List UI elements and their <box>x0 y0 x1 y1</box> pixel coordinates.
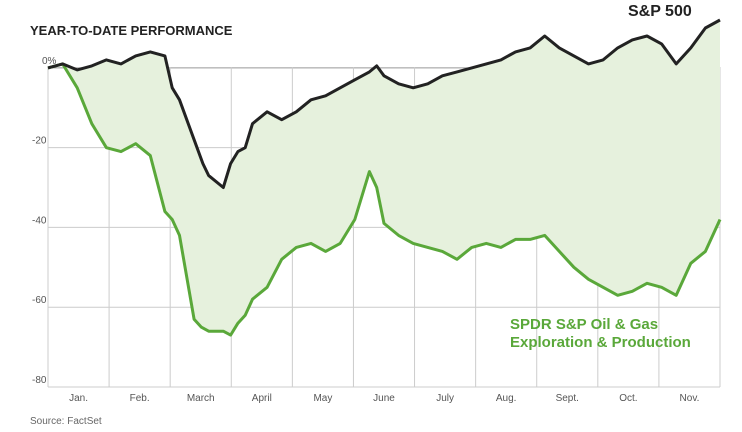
sp500-line <box>47 18 721 189</box>
spread-fill-area <box>48 20 720 336</box>
oil-gas-series-label-line-2: Exploration & Production <box>510 334 691 351</box>
x-axis-labels: Jan. Feb. March April May June July Aug. Sept. Oc… <box>69 393 699 404</box>
x-tick-label: Sept. <box>556 393 579 404</box>
chart-title: YEAR-TO-DATE PERFORMANCE <box>30 23 233 38</box>
y-tick-label: -60 <box>32 295 47 306</box>
x-tick-label: Nov. <box>680 393 700 404</box>
x-tick-label: Aug. <box>496 393 517 404</box>
sp500-series-label: S&P 500 <box>628 3 692 20</box>
x-tick-label: July <box>436 393 454 404</box>
source-note: Source: FactSet <box>30 416 102 427</box>
x-tick-label: May <box>313 393 332 404</box>
oil-gas-line <box>47 62 722 337</box>
y-tick-label: -40 <box>32 215 47 226</box>
y-tick-label: -80 <box>32 375 47 386</box>
y-tick-label: 0% <box>42 56 57 67</box>
x-tick-label: Jan. <box>69 393 88 404</box>
x-tick-label: Feb. <box>130 393 150 404</box>
y-axis-labels: 0% -20 -40 -60 -80 <box>32 56 57 386</box>
y-tick-label: -20 <box>32 136 47 147</box>
x-tick-label: June <box>373 393 395 404</box>
x-tick-label: April <box>252 393 272 404</box>
oil-gas-series-label-line-1: SPDR S&P Oil & Gas <box>510 316 658 333</box>
x-tick-label: March <box>187 393 215 404</box>
x-tick-label: Oct. <box>619 393 637 404</box>
